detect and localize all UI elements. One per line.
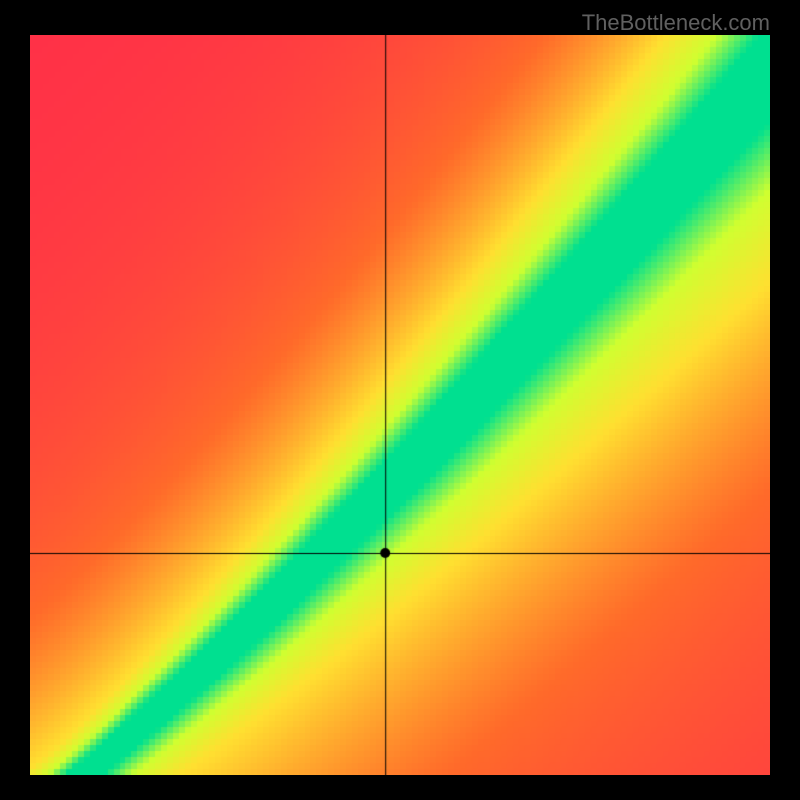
watermark-text: TheBottleneck.com [582,10,770,36]
bottleneck-heatmap [30,35,770,775]
